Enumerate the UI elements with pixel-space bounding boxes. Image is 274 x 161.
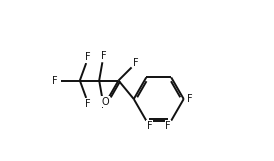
- Text: F: F: [85, 52, 91, 62]
- Text: F: F: [85, 99, 91, 109]
- Text: F: F: [52, 76, 58, 85]
- Text: F: F: [165, 121, 171, 131]
- Text: F: F: [147, 121, 152, 131]
- Text: O: O: [102, 97, 109, 107]
- Text: F: F: [187, 94, 193, 104]
- Text: F: F: [101, 100, 106, 110]
- Text: F: F: [133, 58, 139, 68]
- Text: F: F: [101, 51, 106, 61]
